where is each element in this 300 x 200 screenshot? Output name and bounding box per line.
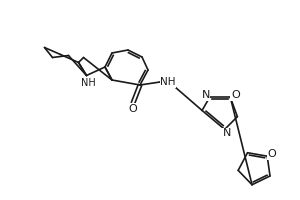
Text: NH: NH [160, 77, 176, 87]
Text: O: O [268, 149, 277, 159]
Text: O: O [231, 90, 240, 100]
Text: N: N [202, 90, 210, 100]
Text: O: O [129, 104, 137, 114]
Text: NH: NH [81, 78, 96, 88]
Text: N: N [223, 128, 231, 138]
